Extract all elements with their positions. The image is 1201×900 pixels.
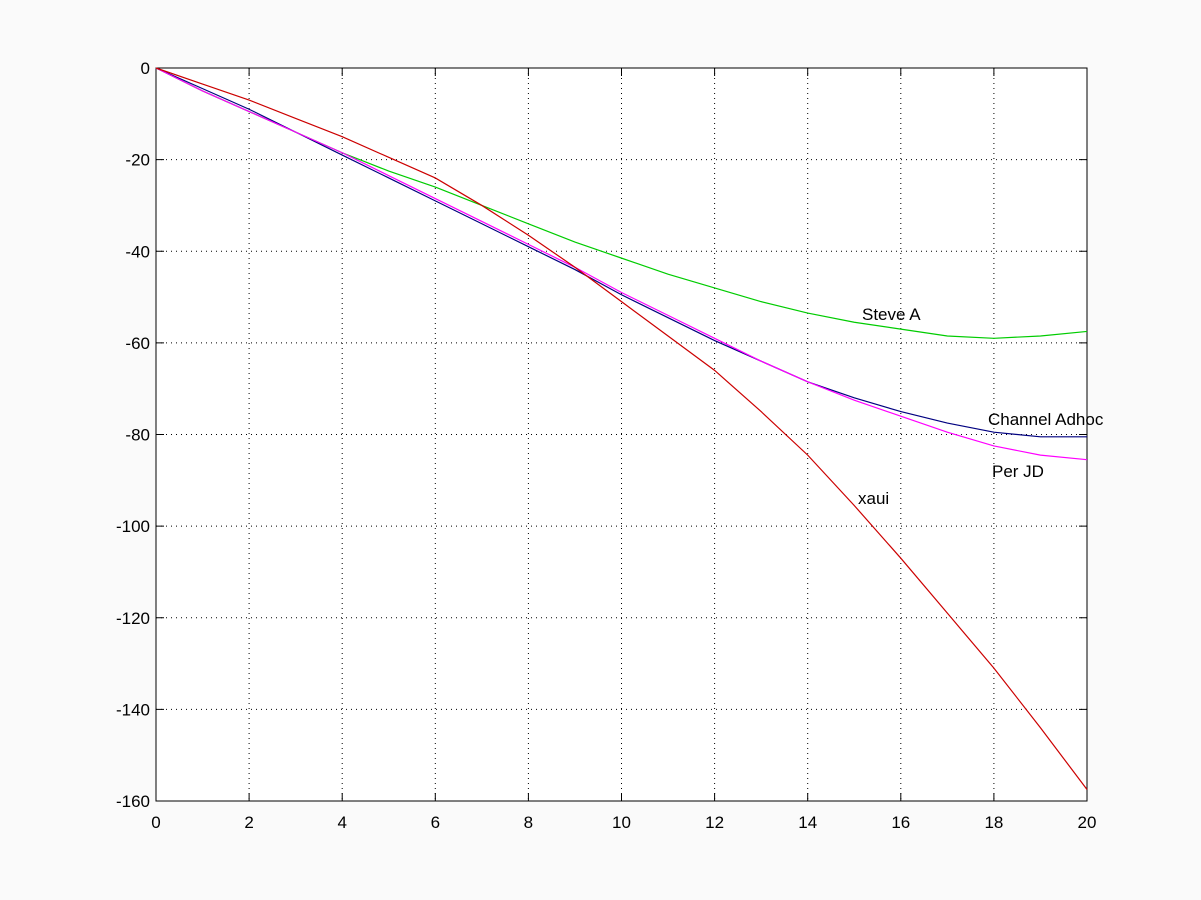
x-tick-label: 6 [431,813,440,832]
x-tick-label: 2 [244,813,253,832]
series-label: Steve A [862,305,921,324]
series-label: Channel Adhoc [988,410,1104,429]
y-tick-label: 0 [141,59,150,78]
axes-box [155,67,1088,802]
series-label: xaui [858,489,889,508]
y-tick-label: -20 [125,151,150,170]
x-tick-label: 0 [151,813,160,832]
y-tick-label: -100 [116,517,150,536]
x-tick-label: 20 [1078,813,1097,832]
x-tick-label: 14 [798,813,817,832]
series-label: Per JD [992,462,1044,481]
series-line [155,67,1088,790]
y-tick-label: -80 [125,426,150,445]
series-line [155,67,1087,438]
series-line [155,67,1088,461]
x-tick-label: 8 [524,813,533,832]
x-tick-label: 12 [705,813,724,832]
y-tick-label: -40 [125,242,150,261]
x-tick-label: 4 [337,813,346,832]
y-tick-label: -60 [125,334,150,353]
y-tick-label: -120 [116,609,150,628]
x-tick-label: 16 [891,813,910,832]
x-tick-label: 18 [984,813,1003,832]
y-tick-label: -160 [116,792,150,811]
x-tick-label: 10 [612,813,631,832]
y-tick-label: -140 [116,700,150,719]
